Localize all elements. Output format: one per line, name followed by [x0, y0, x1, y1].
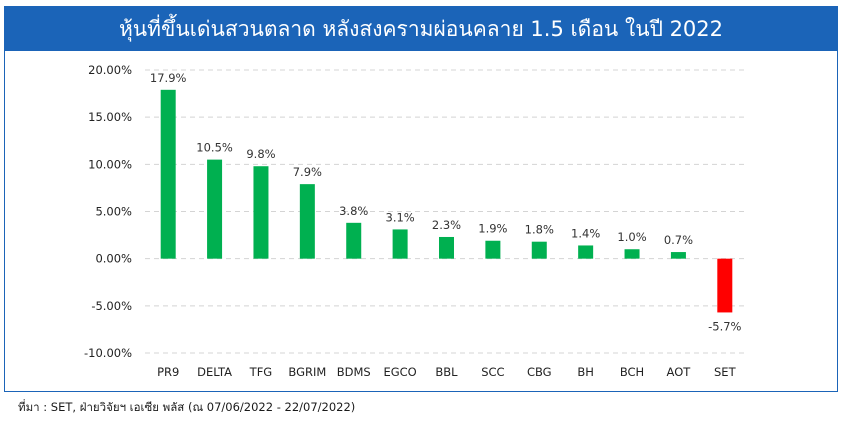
- chart-title: หุ้นที่ขึ้นเด่นสวนตลาด หลังสงครามผ่อนคลา…: [5, 7, 837, 51]
- x-tick-label: BDMS: [337, 365, 371, 379]
- y-tick-label: 15.00%: [88, 110, 132, 124]
- x-tick-label: BBL: [435, 365, 458, 379]
- bar-cbg: [531, 241, 547, 259]
- bar-aot: [670, 252, 686, 259]
- bar-bbl: [439, 236, 454, 259]
- bar-delta: [207, 159, 223, 259]
- data-label: 7.9%: [293, 165, 322, 179]
- data-label: 0.7%: [664, 233, 693, 247]
- bar-pr9: [160, 89, 176, 259]
- x-tick-label: BH: [577, 365, 594, 379]
- bar-tfg: [253, 166, 269, 259]
- x-tick-label: PR9: [157, 365, 179, 379]
- x-tick-label: BGRIM: [288, 365, 326, 379]
- y-tick-label: -5.00%: [91, 299, 132, 313]
- x-tick-label: SET: [714, 365, 737, 379]
- x-tick-label: AOT: [667, 365, 692, 379]
- data-label: 3.8%: [339, 204, 368, 218]
- data-label: 1.4%: [571, 226, 600, 240]
- data-label: 9.8%: [246, 147, 275, 161]
- data-label: 3.1%: [386, 210, 415, 224]
- x-tick-label: BCH: [620, 365, 644, 379]
- bar-bh: [578, 245, 594, 259]
- bar-bgrim: [299, 184, 315, 259]
- x-tick-label: EGCO: [383, 365, 416, 379]
- y-tick-label: 5.00%: [95, 205, 132, 219]
- x-tick-label: DELTA: [197, 365, 232, 379]
- x-tick-label: TFG: [249, 365, 273, 379]
- y-tick-label: 20.00%: [88, 63, 132, 77]
- x-tick-label: SCC: [481, 365, 504, 379]
- data-label: 1.9%: [478, 222, 507, 236]
- data-label: 1.0%: [617, 230, 646, 244]
- bar-bdms: [346, 222, 362, 259]
- x-tick-label: CBG: [527, 365, 552, 379]
- source-note: ที่มา : SET, ฝ่ายวิจัยฯ เอเซีย พลัส (ณ 0…: [18, 400, 356, 414]
- data-label: -5.7%: [708, 319, 741, 333]
- bar-bch: [624, 249, 640, 259]
- bar-egco: [392, 229, 408, 259]
- bar-chart: 20.00% 15.00% 10.00% 5.00% 0.00% -5.00% -10.00…: [84, 63, 748, 379]
- data-label: 1.8%: [525, 223, 554, 237]
- y-tick-label: -10.00%: [84, 346, 132, 360]
- data-label: 10.5%: [196, 141, 233, 155]
- data-label: 2.3%: [432, 218, 461, 232]
- y-tick-label: 0.00%: [95, 252, 132, 266]
- y-tick-label: 10.00%: [88, 157, 132, 171]
- bar-scc: [485, 240, 501, 259]
- bar-set: [717, 258, 733, 313]
- data-label: 17.9%: [150, 71, 187, 85]
